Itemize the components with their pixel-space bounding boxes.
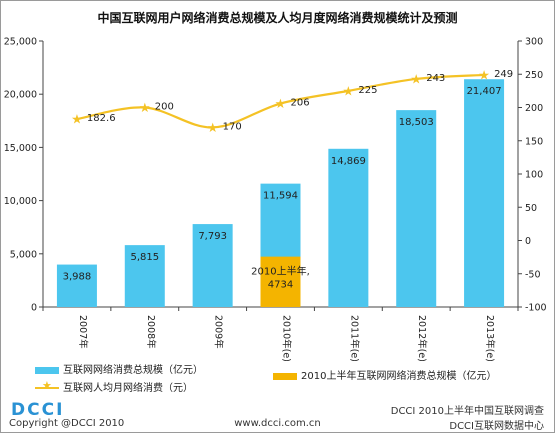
bar-total [396,110,437,307]
chart-canvas: 0 5,000 10,000 15,000 20,000 25,000 -100 -50 0 50… [4,37,547,362]
bar-total [328,148,369,307]
legend-label-half-year: 2010上半年互联网网络消费总规模（亿元） [301,371,497,382]
survey-note: DCCI 2010上半年中国互联网调查 [390,406,544,417]
right-tick-label: 50 [525,203,537,214]
per-capita-label: 170 [223,121,242,132]
x-tick-label: 2009年 [213,315,225,349]
dcci-logo: DCCI [11,400,64,420]
website-link[interactable]: www.dcci.com.cn [234,418,321,429]
bar-total [192,224,233,307]
per-capita-line [76,73,485,129]
per-capita-label: 243 [426,73,445,84]
x-tick-label: 2013年(e) [484,315,496,361]
per-capita-label: 182.6 [87,113,116,124]
star-marker-icon: ★ [343,84,355,99]
right-tick-label: 200 [525,103,543,114]
bar-total-label: 14,869 [331,156,366,167]
left-tick-label: 5,000 [10,249,37,260]
right-tick-label: -100 [525,303,547,314]
per-capita-label: 225 [358,85,377,96]
x-tick-label: 2012年(e) [416,315,428,361]
left-tick-label: 0 [31,303,37,314]
legend-label-total: 互联网网络消费总规模（亿元） [63,365,203,376]
bar-total [56,264,97,307]
copyright-text: Copyright @DCCI 2010 [9,418,125,429]
data-center-note: DCCI互联网数据中心 [449,421,544,432]
star-marker-icon: ★ [139,101,151,116]
dcci-logo-text: DCCI [11,400,65,420]
legend-swatch-per-capita: ★ [35,379,59,393]
legend-item-half-year: 2010上半年互联网网络消费总规模（亿元） [273,367,496,382]
right-tick-label: 250 [525,70,543,81]
star-marker-icon: ★ [71,113,83,128]
star-marker-icon: ★ [207,121,219,136]
legend-swatch-half-year [273,372,297,380]
bar-total-label: 3,988 [63,272,92,283]
x-tick-label: 2010年(e) [281,315,293,361]
left-tick-label: 10,000 [4,196,37,207]
bar-half-year [260,256,301,307]
per-capita-label: 206 [291,98,310,109]
bar-total-label: 18,503 [399,117,434,128]
bar-total [464,79,505,307]
star-marker-icon: ★ [275,97,287,112]
right-tick-label: 0 [525,236,531,247]
bar-total-label: 5,815 [130,252,159,263]
bar-total-label: 21,407 [467,86,502,97]
chart-title: 中国互联网用户网络消费总规模及人均月度网络消费规模统计及预测 [97,11,458,25]
star-marker-icon: ★ [478,68,490,83]
legend-swatch-total [35,366,59,374]
per-capita-label: 200 [155,102,174,113]
bar-total-label: 7,793 [198,231,227,242]
legend-item-total: 互联网网络消费总规模（亿元） [35,361,203,376]
right-tick-label: 100 [525,170,543,181]
x-tick-label: 2008年 [145,315,157,349]
x-tick-label: 2011年(e) [348,315,360,361]
star-marker-icon: ★ [42,379,52,392]
x-tick-label: 2007年 [77,315,89,349]
left-tick-label: 25,000 [4,37,37,48]
right-tick-label: 150 [525,136,543,147]
legend-label-per-capita: 互联网人均月网络消费（元） [63,383,193,394]
bar-total-label: 11,594 [263,191,298,202]
right-tick-label: -50 [525,269,541,280]
left-tick-label: 20,000 [4,90,37,101]
per-capita-label: 249 [494,69,513,80]
left-tick-label: 15,000 [4,143,37,154]
legend-item-per-capita: ★ 互联网人均月网络消费（元） [35,379,193,394]
star-marker-icon: ★ [410,72,422,87]
bar-half-year-label: 2010上半年, 4734 [251,265,310,291]
bar-total [124,245,165,307]
right-tick-label: 300 [525,37,543,48]
